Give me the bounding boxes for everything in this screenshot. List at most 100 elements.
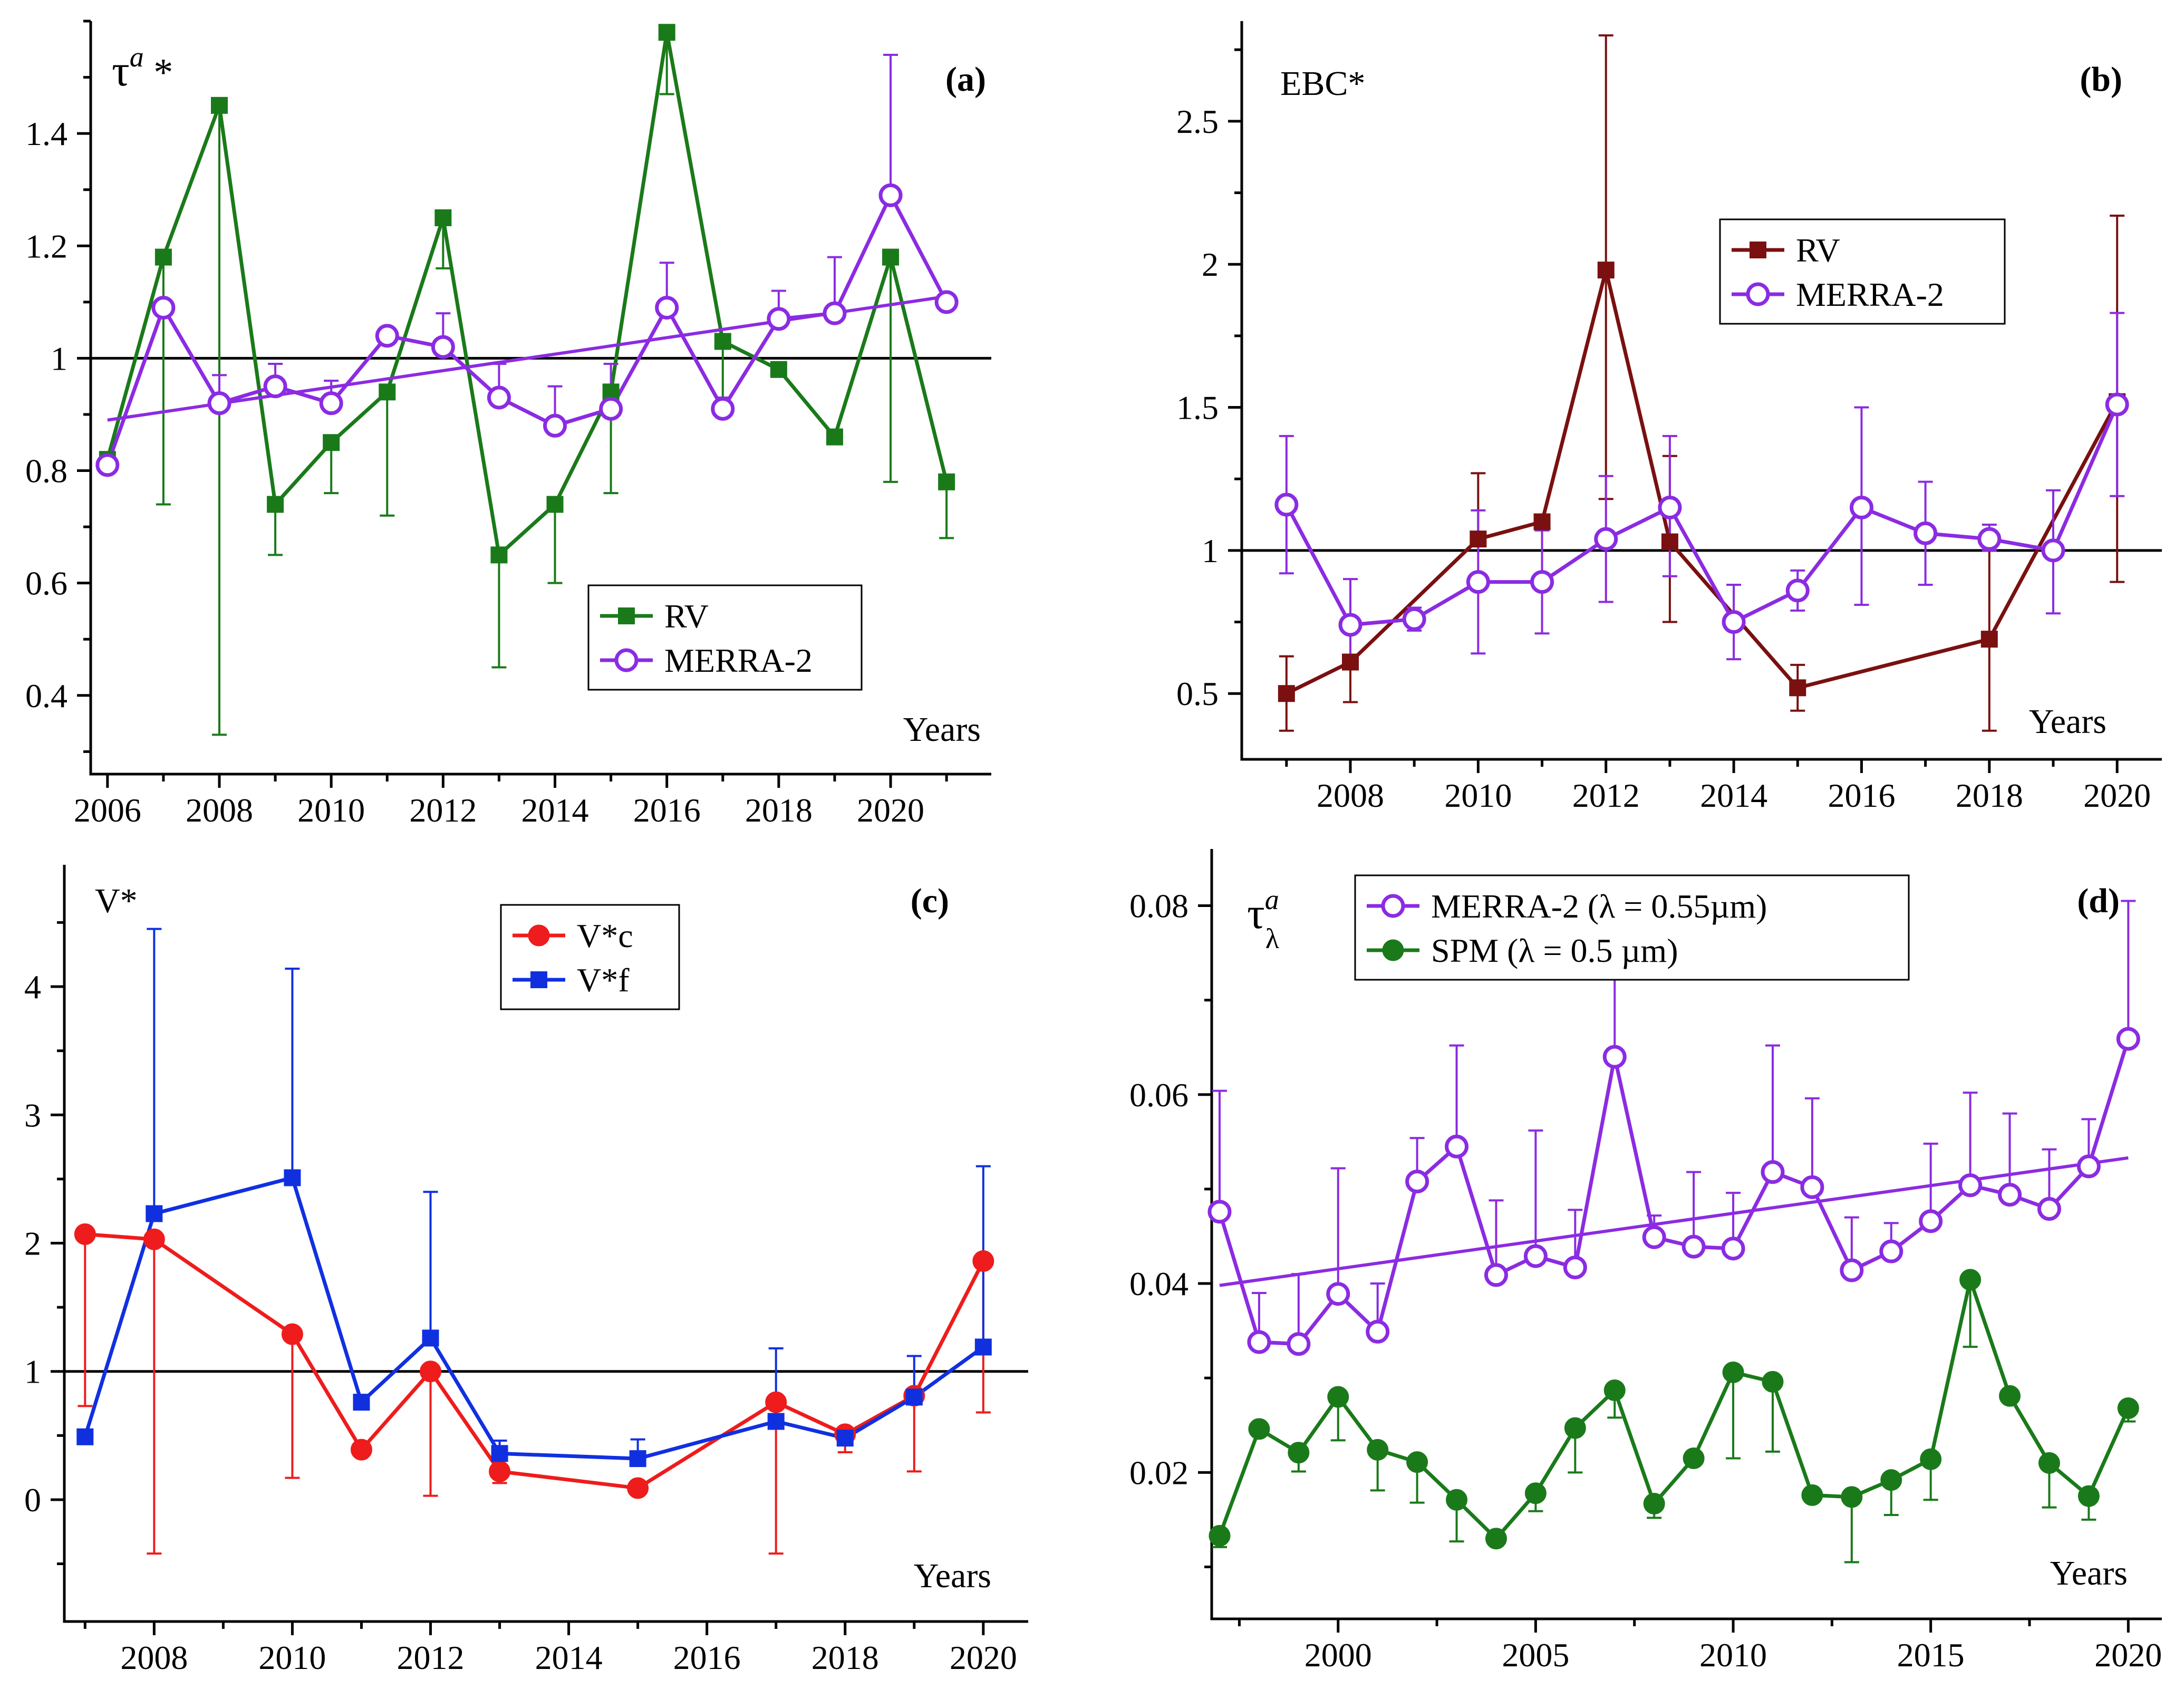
data-point (143, 1228, 165, 1250)
x-axis-label: Years (903, 710, 981, 749)
data-point (1367, 1439, 1389, 1461)
panel-label: (d) (2077, 882, 2120, 920)
data-point (1789, 679, 1806, 697)
series-line (1217, 1038, 2130, 1346)
data-point (375, 324, 399, 348)
y-tick-label: 1.2 (25, 227, 67, 265)
data-point (767, 307, 791, 331)
y-axis-label: τa λ (1247, 884, 1279, 954)
data-point (1209, 1524, 1231, 1547)
legend-box (500, 904, 680, 1010)
data-point (207, 391, 231, 416)
data-point (281, 1323, 303, 1345)
x-tick-label: 2020 (2094, 1636, 2162, 1674)
data-point (1594, 527, 1618, 551)
y-tick-label: 2 (24, 1225, 41, 1262)
data-point (1919, 1209, 1943, 1233)
data-point (1470, 530, 1487, 548)
x-tick-label: 2020 (2083, 777, 2151, 814)
legend-swatch-marker (1746, 282, 1770, 306)
legend-label: SPM (λ = 0.5 µm) (1431, 932, 1678, 969)
data-point (1920, 1448, 1942, 1470)
data-point (1533, 513, 1551, 530)
legend-box (587, 584, 863, 691)
data-point (151, 295, 176, 320)
data-point (1980, 631, 1998, 648)
x-tick-label: 2008 (1317, 777, 1384, 814)
x-tick-label: 2016 (673, 1639, 741, 1676)
data-point (211, 96, 228, 114)
x-tick-label: 2015 (1897, 1636, 1965, 1674)
data-point (1530, 570, 1554, 594)
data-point (658, 24, 675, 41)
series-line (105, 193, 949, 466)
legend-label: MERRA-2 (664, 642, 813, 679)
data-point (284, 1169, 301, 1186)
series-line (85, 1232, 985, 1490)
data-point (2117, 1397, 2139, 1420)
series-merra-2 (105, 53, 949, 466)
data-point (1524, 1482, 1547, 1504)
data-point (2076, 1154, 2101, 1179)
y-tick-label: 0.06 (1129, 1076, 1188, 1114)
legend-label: MERRA-2 (1796, 276, 1944, 313)
data-point (1914, 521, 1938, 545)
data-point (823, 301, 847, 325)
data-point (76, 1428, 94, 1445)
data-point (1326, 1282, 1350, 1306)
data-point (1785, 578, 1810, 603)
legend: RV MERRA-2 (1719, 218, 2006, 325)
axes-frame (1210, 849, 2162, 1620)
data-point (905, 1388, 923, 1406)
x-axis-label: Years (914, 1557, 991, 1595)
x-tick-label: 2014 (521, 792, 589, 829)
data-point (490, 546, 508, 564)
data-point (350, 1439, 372, 1461)
panel-label: (a) (945, 60, 986, 99)
y-tick-label: 1 (24, 1353, 41, 1391)
data-point (882, 248, 900, 266)
x-tick-label: 2006 (74, 792, 141, 829)
data-point (487, 385, 511, 410)
axes-frame (1240, 21, 2162, 761)
legend-label: V*f (577, 961, 630, 999)
data-point (972, 1250, 994, 1272)
legend-swatch-marker (528, 924, 550, 947)
data-point (711, 397, 735, 421)
data-point (1849, 495, 1873, 519)
data-point (1682, 1234, 1706, 1259)
y-tick-label: 0.04 (1129, 1265, 1188, 1302)
data-point (431, 335, 455, 359)
y-tick-label: 0.02 (1129, 1454, 1188, 1491)
data-point (267, 496, 284, 513)
x-tick-label: 2012 (1572, 777, 1640, 814)
data-point (1762, 1370, 1784, 1393)
y-tick-label: 0.4 (25, 677, 67, 715)
data-point (1683, 1447, 1705, 1469)
data-point (1959, 1269, 1982, 1291)
data-point (1406, 1451, 1428, 1473)
chart-panel-a: 2006 2008 2010 2012 2014 2016 2018 2020 0.4 0.6 0.… (25, 20, 991, 829)
data-point (1466, 570, 1490, 594)
data-point (1564, 1417, 1586, 1439)
x-tick-label: 2010 (297, 792, 365, 829)
y-tick-label: 1.4 (25, 115, 67, 152)
y-tick-label: 0.08 (1129, 887, 1188, 924)
series-line (105, 30, 949, 557)
data-point (938, 473, 955, 490)
data-point (1602, 1045, 1627, 1069)
data-point (1248, 1418, 1270, 1440)
data-point (1958, 1173, 1983, 1198)
chart-panel-c: 2008 2010 2012 2014 2016 2018 2020 0 1 2 3 4 V*c V*f (… (24, 865, 1028, 1676)
x-tick-label: 2008 (186, 792, 253, 829)
data-point (2116, 1027, 2140, 1051)
data-point (1999, 1385, 2021, 1407)
legend-label: V*c (577, 917, 633, 954)
data-point (353, 1394, 370, 1411)
data-point (1523, 1244, 1548, 1268)
data-point (434, 209, 452, 226)
y-tick-label: 0 (24, 1481, 41, 1519)
data-point (95, 453, 120, 477)
legend-swatch-marker (614, 648, 639, 672)
